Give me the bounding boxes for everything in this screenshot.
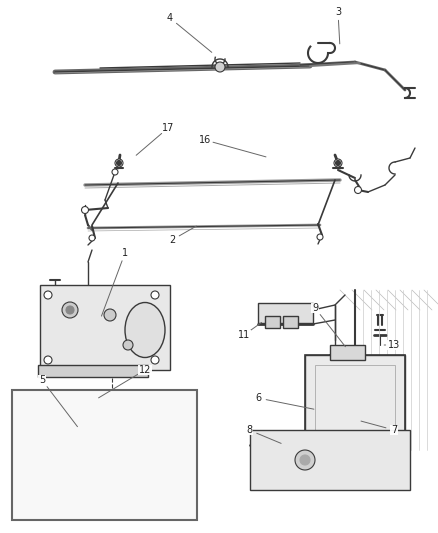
Ellipse shape bbox=[151, 291, 159, 299]
Bar bbox=[265, 316, 280, 328]
Text: 13: 13 bbox=[388, 340, 400, 350]
Bar bbox=[305, 355, 405, 445]
Text: 3: 3 bbox=[335, 7, 341, 17]
Text: 5: 5 bbox=[39, 375, 45, 385]
Bar bbox=[305, 355, 405, 445]
Text: 6: 6 bbox=[255, 393, 261, 403]
Text: 9: 9 bbox=[312, 303, 318, 313]
Text: 12: 12 bbox=[139, 365, 151, 375]
Ellipse shape bbox=[125, 303, 165, 358]
Text: 2: 2 bbox=[169, 235, 175, 245]
Ellipse shape bbox=[117, 160, 121, 166]
Bar bbox=[38, 365, 148, 377]
Ellipse shape bbox=[334, 159, 342, 167]
Bar bbox=[250, 430, 410, 490]
Text: 7: 7 bbox=[391, 425, 397, 435]
Ellipse shape bbox=[112, 169, 118, 175]
Ellipse shape bbox=[300, 455, 310, 465]
Ellipse shape bbox=[81, 206, 88, 214]
Ellipse shape bbox=[354, 187, 361, 193]
Text: 4: 4 bbox=[167, 13, 173, 23]
Ellipse shape bbox=[151, 356, 159, 364]
Bar bbox=[258, 303, 313, 323]
Text: 16: 16 bbox=[199, 135, 211, 145]
Ellipse shape bbox=[295, 450, 315, 470]
Ellipse shape bbox=[66, 306, 74, 314]
Bar bbox=[40, 285, 170, 370]
Ellipse shape bbox=[44, 356, 52, 364]
Ellipse shape bbox=[104, 309, 116, 321]
Bar bbox=[283, 316, 298, 328]
Bar bbox=[315, 365, 395, 435]
Text: 11: 11 bbox=[238, 330, 250, 340]
Ellipse shape bbox=[215, 62, 225, 72]
Text: 8: 8 bbox=[246, 425, 252, 435]
Text: 17: 17 bbox=[162, 123, 174, 133]
Ellipse shape bbox=[62, 302, 78, 318]
Ellipse shape bbox=[336, 160, 340, 166]
Ellipse shape bbox=[123, 340, 133, 350]
Ellipse shape bbox=[89, 235, 95, 241]
Bar bbox=[12, 390, 197, 520]
Ellipse shape bbox=[317, 234, 323, 240]
Ellipse shape bbox=[44, 291, 52, 299]
Ellipse shape bbox=[115, 159, 123, 167]
Bar bbox=[330, 345, 365, 360]
Text: 1: 1 bbox=[122, 248, 128, 258]
